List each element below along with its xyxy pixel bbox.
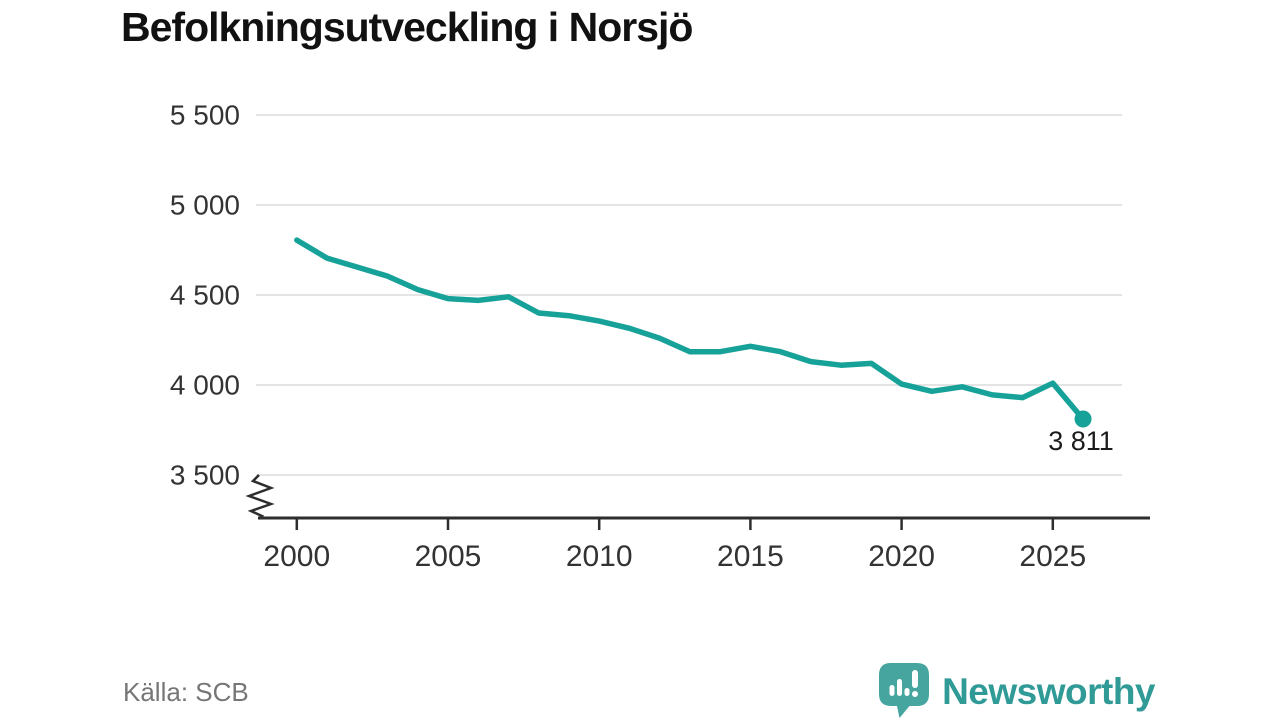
axis-break-icon <box>245 474 275 520</box>
exclamation-bar <box>912 670 919 688</box>
y-tick-label: 4 000 <box>170 370 240 401</box>
y-tick-label: 5 500 <box>170 100 240 131</box>
population-line <box>294 237 1086 422</box>
x-tick-label: 2000 <box>263 540 330 573</box>
x-tick-label: 2015 <box>717 540 784 573</box>
end-value-label: 3 811 <box>1048 426 1114 456</box>
y-tick-label: 4 500 <box>170 280 240 311</box>
x-tick-label: 2020 <box>868 540 935 573</box>
y-tick-label: 3 500 <box>170 460 240 491</box>
end-point-marker <box>1074 410 1092 428</box>
newsworthy-logo-icon <box>879 663 930 718</box>
x-tick-label: 2005 <box>415 540 482 573</box>
bar-chart-glyph <box>889 670 919 697</box>
y-tick-label: 5 000 <box>170 190 240 221</box>
x-tick-label: 2010 <box>566 540 633 573</box>
x-tick-label: 2025 <box>1019 540 1086 573</box>
newsworthy-logo: Newsworthy <box>878 662 1155 720</box>
exclamation-dot <box>912 691 919 697</box>
newsworthy-logo-text: Newsworthy <box>942 670 1155 712</box>
source-label: Källa: SCB <box>123 677 249 707</box>
page-title: Befolkningsutveckling i Norsjö <box>121 4 693 50</box>
speech-bubble-shape <box>879 663 930 718</box>
